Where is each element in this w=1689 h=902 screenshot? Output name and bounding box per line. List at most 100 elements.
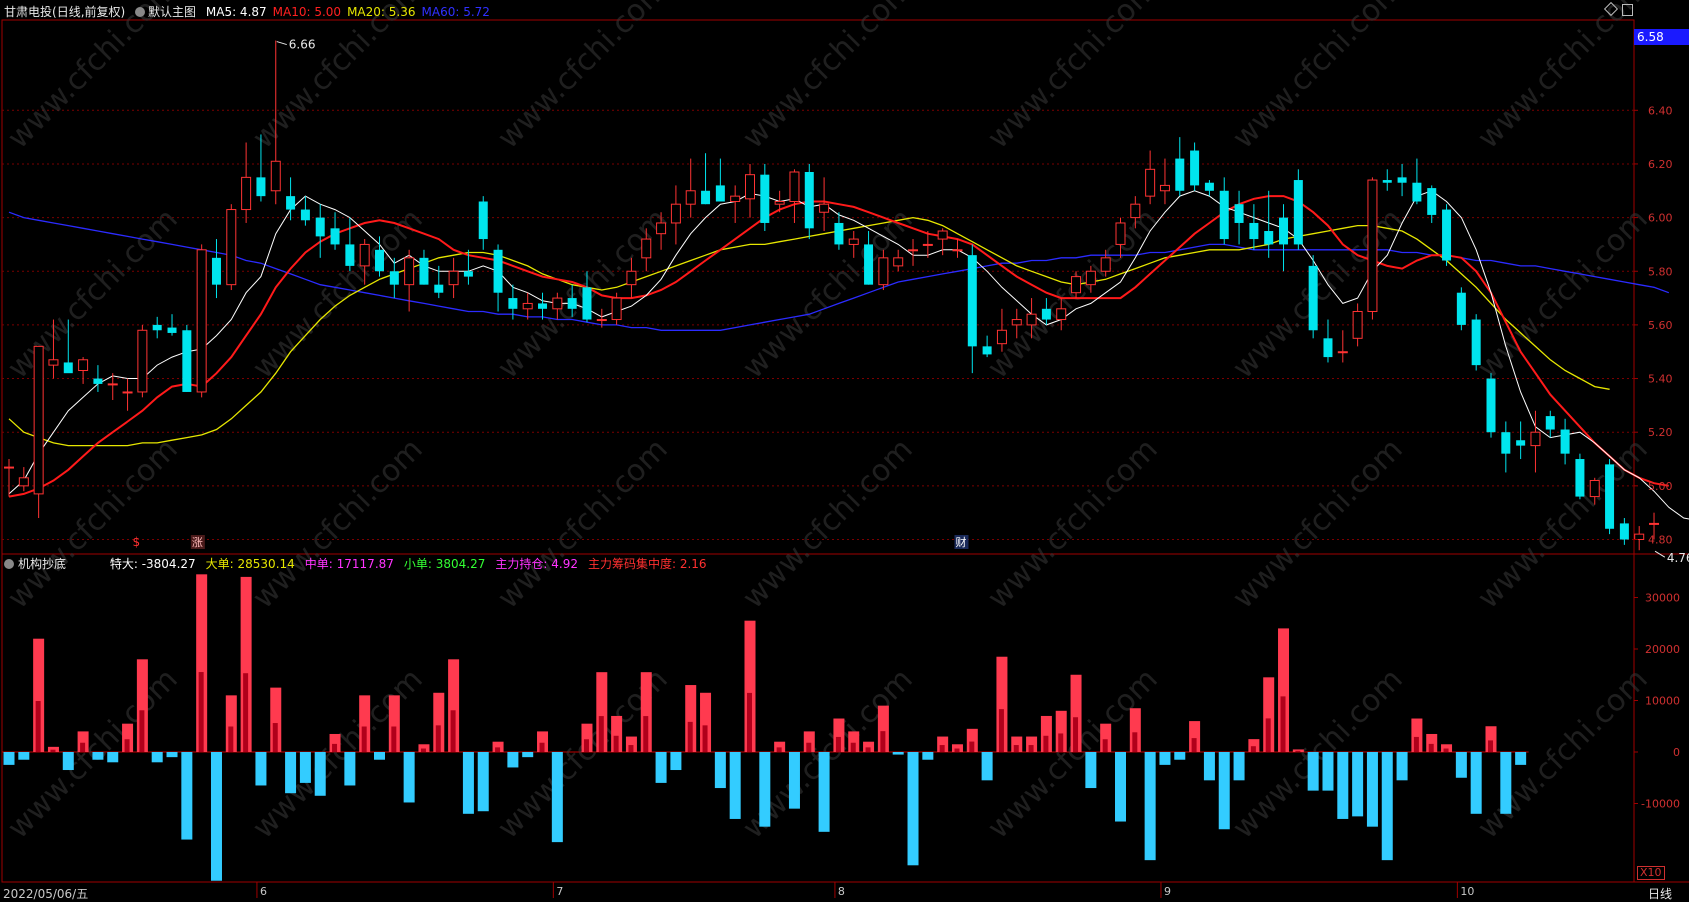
candle-body [774, 201, 785, 205]
flow-bar [818, 752, 830, 832]
watermark-text: www.cfchi.com [1, 0, 185, 156]
flow-bar [803, 731, 815, 752]
candle-body [1026, 313, 1037, 326]
flow-bar [1470, 752, 1482, 814]
high-pointer [276, 41, 287, 46]
candle-body [685, 190, 696, 205]
flow-bar-inner [954, 748, 960, 752]
watermark-text: www.cfchi.com [1226, 432, 1410, 616]
watermark-text: www.cfchi.com [736, 202, 920, 386]
flow-bar-inner [806, 742, 812, 752]
scale-label[interactable]: X10 [1637, 866, 1665, 880]
candle-body [182, 330, 192, 392]
indicator-legend-item: 特大: -3804.27 [109, 557, 196, 571]
flow-bar [122, 723, 134, 752]
candle-body [1011, 319, 1022, 326]
price-tick-label: 6.40 [1648, 104, 1673, 117]
watermark-text: www.cfchi.com [1471, 662, 1655, 846]
candle-body [878, 257, 889, 286]
candle-body [1056, 308, 1067, 321]
period-label[interactable]: 日线 [1648, 887, 1673, 901]
flow-bar [863, 741, 875, 752]
candle-body [819, 203, 830, 213]
stock-name[interactable]: 甘肃电投 [4, 5, 53, 19]
flow-bar-inner [850, 742, 856, 752]
flow-tick-label: 30000 [1645, 592, 1680, 605]
flow-bar [77, 731, 89, 752]
watermark-text: www.cfchi.com [1226, 0, 1410, 156]
candle-body [1115, 222, 1126, 245]
candle-body [1634, 533, 1645, 541]
flow-bar [1307, 752, 1319, 791]
flow-bar-inner [1132, 732, 1138, 752]
flow-bar [833, 718, 845, 752]
candle-body [1100, 257, 1111, 272]
main-chart-label[interactable]: 默认主图 [148, 5, 197, 19]
annotations: 6.66 4.76 $ 涨 财 [133, 38, 1689, 566]
flow-bar-inner [435, 725, 441, 752]
flow-bar-inner [391, 726, 397, 752]
flow-bar-inner [361, 726, 367, 752]
candle-body [1397, 177, 1407, 183]
candle-body [270, 160, 281, 192]
flow-bar [611, 715, 623, 752]
flow-bar [537, 731, 549, 752]
flow-bar-inner [969, 741, 975, 752]
candle-body [1145, 168, 1156, 197]
chevron-down-icon[interactable] [135, 7, 146, 17]
candle-body [93, 378, 103, 384]
flow-bar-inner [1191, 738, 1197, 752]
candle-body [1605, 464, 1615, 529]
watermark-text: www.cfchi.com [491, 432, 675, 616]
flow-tick-label: -10000 [1641, 798, 1680, 811]
flow-bar [344, 752, 356, 786]
indicator-legend: 特大: -3804.27 大单: 28530.14 中单: 17117.87 小单: … [110, 557, 717, 571]
watermark-text: www.cfchi.com [981, 0, 1165, 156]
candle-body [1456, 292, 1466, 325]
candle-body [1071, 276, 1082, 294]
flow-bar-inner [613, 735, 619, 752]
volume-bars [3, 574, 1527, 881]
flow-bar [655, 752, 667, 783]
mode-label: (日线,前复权) [52, 5, 126, 19]
flow-bar [1218, 752, 1230, 830]
candle-body [107, 383, 118, 386]
watermark-text: www.cfchi.com [246, 432, 430, 616]
candle-body [596, 319, 607, 322]
flow-bar [877, 705, 889, 752]
flow-bar [1203, 752, 1215, 781]
indicator-name[interactable]: 机构抄底 [18, 557, 67, 571]
candle-body [1471, 319, 1481, 366]
flow-bar [1292, 749, 1304, 752]
flow-bar [1129, 708, 1141, 752]
candle-body [760, 174, 770, 223]
candle-body [196, 249, 207, 393]
chevron-down-icon[interactable] [4, 559, 14, 569]
candle-body [908, 249, 919, 252]
flow-bar-inner [198, 672, 204, 752]
marker-cai: 财 [955, 535, 966, 549]
flow-bar-inner [1073, 717, 1079, 752]
candle-body [1041, 308, 1051, 320]
flow-bar [507, 752, 519, 768]
flow-bar [981, 752, 993, 781]
flow-bar [937, 736, 949, 752]
candles [4, 40, 1660, 551]
ma-legend-item: MA20: 5.36 [347, 5, 416, 19]
flow-bar-inner [687, 721, 693, 752]
flow-bar [1263, 677, 1275, 752]
flow-bar [1115, 752, 1126, 822]
candle-body [300, 209, 310, 221]
candle-body [48, 359, 59, 366]
flow-bar-inner [1043, 735, 1049, 752]
flow-bar [966, 728, 978, 752]
candle-body [1412, 182, 1422, 202]
candle-body [1337, 351, 1348, 354]
watermark-text: www.cfchi.com [1471, 0, 1655, 156]
price-tick-label: 4.80 [1648, 534, 1673, 547]
candle-body [448, 270, 459, 286]
flow-bar [774, 741, 786, 752]
window-icon[interactable] [1622, 4, 1633, 16]
candle-body [996, 329, 1007, 345]
low-price-label: 4.76 [1667, 551, 1689, 565]
